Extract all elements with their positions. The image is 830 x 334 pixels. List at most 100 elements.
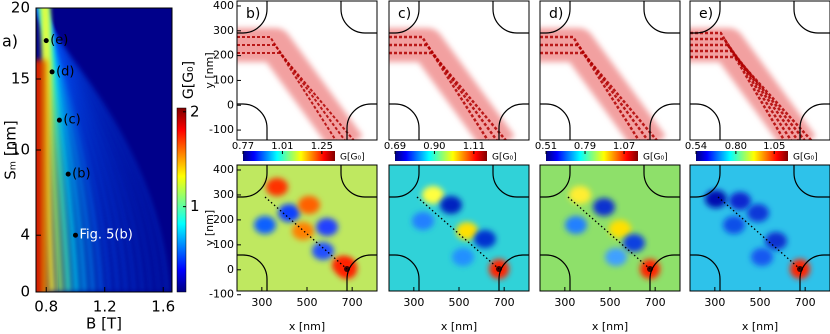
colorbar-label: G[G₀] <box>340 153 365 163</box>
y-tick-label: 300 <box>213 188 234 201</box>
y-tick-label: 15 <box>11 70 30 88</box>
colorbar-tick-label: 0.54 <box>685 141 707 152</box>
conductance-blob <box>292 222 314 240</box>
current-map: b) <box>236 0 378 141</box>
colorbar-label: G[G₀] <box>643 153 668 163</box>
conductance-blob <box>298 196 320 214</box>
y-tick-label: 0 <box>227 98 234 111</box>
boundary-arc <box>237 103 268 140</box>
conductance-map-area <box>540 165 680 291</box>
heatmap-band <box>36 60 48 292</box>
conductance-blob <box>312 242 334 260</box>
conductance-blob <box>316 218 338 236</box>
x-axis-label: x [nm] <box>592 320 628 333</box>
conductance-blob <box>440 196 462 214</box>
conductance-map <box>689 164 830 292</box>
conductance-blob <box>422 186 444 204</box>
boundary-arc <box>346 254 377 291</box>
conductance-blob <box>751 248 773 266</box>
x-tick-label: 500 <box>297 296 318 309</box>
current-stream <box>237 52 355 140</box>
boundary-arc <box>237 1 268 34</box>
current-stream <box>389 43 499 140</box>
colorbar-tick-label: 1 <box>190 197 200 215</box>
annotation-label: Fig. 5(b) <box>79 228 132 243</box>
x-tick-label: 1.2 <box>93 298 117 316</box>
annotation-label: (e) <box>50 33 68 48</box>
y-axis-label: y [nm] <box>203 210 216 246</box>
boundary-arc <box>799 254 830 291</box>
annotation-label: (b) <box>72 167 90 182</box>
annotation-point <box>43 38 49 44</box>
map-frame <box>539 0 681 141</box>
x-tick-label: 700 <box>494 296 515 309</box>
boundary-arc <box>643 1 680 34</box>
colorbar-label: G[G₀] <box>492 153 517 163</box>
conductance-blob <box>474 230 496 248</box>
x-tick-label: 700 <box>795 296 816 309</box>
x-tick-label: 300 <box>251 296 272 309</box>
current-stream <box>540 35 641 140</box>
conductance-blob <box>456 222 478 240</box>
current-map-area <box>389 1 529 140</box>
current-stream <box>389 51 508 140</box>
boundary-arc <box>492 165 529 198</box>
boundary-arc <box>498 103 529 140</box>
boundary-arc <box>643 165 680 198</box>
x-axis-label: x [nm] <box>742 320 778 333</box>
annotation-point <box>56 117 62 123</box>
y-tick-label: 400 <box>213 0 234 12</box>
annotation-point <box>49 69 55 75</box>
y-tick-label: 200 <box>213 213 234 226</box>
x-tick-label: 1.6 <box>151 298 175 316</box>
boundary-arc <box>649 254 680 291</box>
current-map: d) <box>539 0 681 141</box>
annotation-label: (c) <box>63 113 80 128</box>
y-tick-label: 20 <box>11 0 30 17</box>
current-map-area <box>237 1 377 140</box>
panel-label: d) <box>549 6 563 22</box>
conductance-map-area <box>690 165 830 291</box>
boundary-arc <box>389 1 420 34</box>
conductance-blob <box>266 178 288 196</box>
current-map-area <box>540 1 680 140</box>
colorbar-tick-label: 1.11 <box>463 141 485 152</box>
annotation-label: (d) <box>56 64 74 79</box>
y-tick-label: 400 <box>213 163 234 176</box>
heatmap-fringe <box>37 8 160 292</box>
conductance-map-area <box>237 165 377 291</box>
boundary-arc <box>793 1 830 34</box>
current-stream <box>237 36 337 140</box>
colorbar-tick-label: 0.90 <box>423 141 445 152</box>
current-stream <box>389 35 490 140</box>
x-tick-label: 500 <box>600 296 621 309</box>
boundary-arc <box>690 254 721 291</box>
colorbar <box>395 151 487 161</box>
colorbar-tick-label: 0.80 <box>725 141 747 152</box>
x-tick-label: 300 <box>403 296 424 309</box>
boundary-arc <box>793 165 830 198</box>
x-tick-label: 300 <box>554 296 575 309</box>
conductance-blob <box>729 192 751 210</box>
boundary-arc <box>346 103 377 140</box>
boundary-arc <box>540 103 571 140</box>
heatmap-fringe <box>38 8 128 292</box>
boundary-arc <box>498 254 529 291</box>
conductance-blob <box>412 212 434 230</box>
current-stream <box>690 43 800 140</box>
current-stream <box>237 44 346 140</box>
boundary-arc <box>540 254 571 291</box>
x-tick-label: 500 <box>750 296 771 309</box>
boundary-arc <box>389 103 420 140</box>
current-map: c) <box>388 0 530 141</box>
conductance-map-area <box>389 165 529 291</box>
x-axis-label: x [nm] <box>289 320 325 333</box>
colorbar <box>546 151 638 161</box>
map-frame <box>388 0 530 141</box>
heatmap-fringe <box>38 8 136 292</box>
colorbar <box>696 151 788 161</box>
boundary-arc <box>389 165 420 198</box>
colorbar-tick-label: 0.79 <box>574 141 596 152</box>
colorbar <box>176 107 187 293</box>
